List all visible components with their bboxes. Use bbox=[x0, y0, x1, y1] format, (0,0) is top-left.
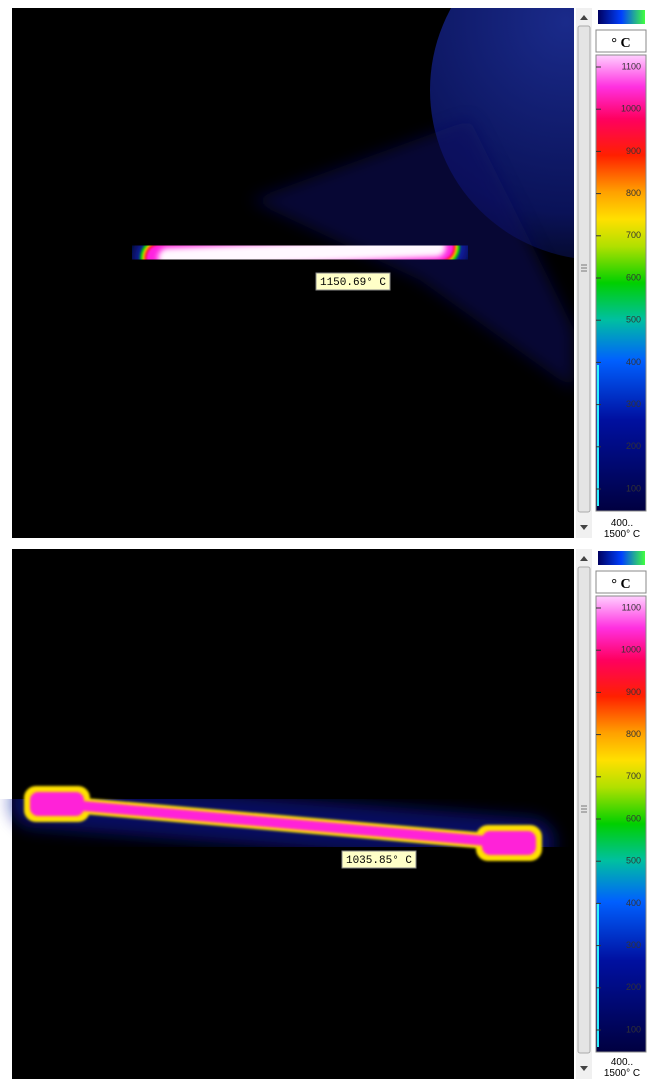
thermal-view: 1150.69° C ° C 400.. 1500° C 1100 1000 900… bbox=[0, 0, 649, 538]
palette-strip bbox=[598, 10, 645, 24]
temperature-readout: 1035.85° C bbox=[346, 855, 412, 867]
scale-tick-label: 700 bbox=[626, 230, 641, 240]
unit-label: ° C bbox=[611, 577, 630, 592]
scale-tick-label: 1100 bbox=[622, 602, 641, 612]
scale-tick-label: 300 bbox=[626, 940, 641, 950]
panel-top: 1150.69° C ° C 400.. 1500° C 1100 1000 900… bbox=[0, 0, 649, 538]
scale-tick-label: 900 bbox=[626, 146, 641, 156]
scale-tick-label: 1000 bbox=[621, 104, 641, 114]
scale-tick-label: 400 bbox=[626, 898, 641, 908]
palette-strip bbox=[598, 551, 645, 565]
page: {"panels": [ {"unit": "° C", "readout": … bbox=[0, 0, 649, 1079]
scale-tick-label: 600 bbox=[626, 272, 641, 282]
scale-tick-label: 600 bbox=[626, 813, 641, 823]
scrollbar[interactable] bbox=[576, 8, 592, 538]
hot-bar bbox=[160, 247, 440, 258]
range-label: 400.. bbox=[611, 518, 633, 529]
range-label: 1500° C bbox=[604, 1068, 640, 1079]
range-label: 1500° C bbox=[604, 529, 640, 538]
scale-tick-label: 400 bbox=[626, 357, 641, 367]
panel-bottom: 1035.85° C ° C 400.. 1500° C 1100 1000 900… bbox=[0, 541, 649, 1079]
scale-tick-label: 300 bbox=[626, 399, 641, 409]
scale-tick-label: 800 bbox=[626, 188, 641, 198]
scale-tick-label: 1000 bbox=[621, 645, 641, 655]
scale-tick-label: 500 bbox=[626, 856, 641, 866]
scale-tick-label: 200 bbox=[626, 441, 641, 451]
scale-tick-label: 1100 bbox=[622, 61, 641, 71]
scale-tick-label: 700 bbox=[626, 771, 641, 781]
scale-tick-label: 800 bbox=[626, 729, 641, 739]
scale-tick-label: 100 bbox=[626, 1024, 641, 1034]
temperature-readout: 1150.69° C bbox=[320, 277, 386, 289]
scale-tick-label: 500 bbox=[626, 315, 641, 325]
range-label: 400.. bbox=[611, 1057, 633, 1068]
scale-tick-label: 100 bbox=[626, 483, 641, 493]
thermal-view: 1035.85° C ° C 400.. 1500° C 1100 1000 900… bbox=[0, 541, 649, 1079]
scale-tick-label: 900 bbox=[626, 687, 641, 697]
unit-label: ° C bbox=[611, 36, 630, 51]
scale-tick-label: 200 bbox=[626, 982, 641, 992]
scrollbar[interactable] bbox=[576, 549, 592, 1079]
